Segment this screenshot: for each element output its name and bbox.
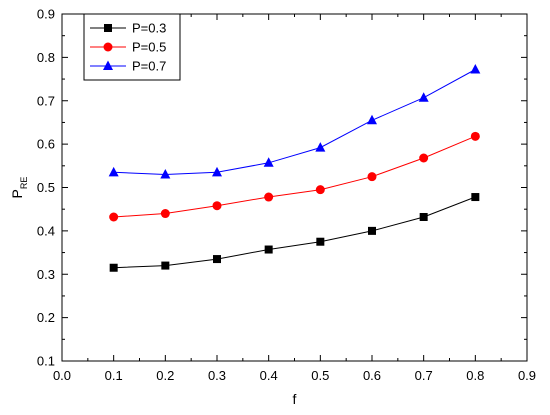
y-tick-label: 0.9 — [37, 7, 55, 22]
data-point — [213, 255, 221, 264]
series-p-0-5 — [109, 131, 480, 222]
y-tick-label: 0.4 — [37, 223, 55, 238]
series-layer — [108, 64, 481, 272]
legend-label: P=0.3 — [132, 21, 166, 36]
data-point — [315, 142, 326, 152]
data-point — [109, 212, 119, 222]
legend-item: P=0.3 — [90, 21, 166, 36]
data-point — [470, 64, 481, 74]
data-point — [419, 153, 429, 163]
data-point — [367, 172, 377, 182]
x-tick-label: 0.9 — [518, 368, 536, 383]
x-axis-title: f — [293, 391, 297, 407]
y-tick-label: 0.1 — [37, 354, 55, 369]
y-tick-label: 0.7 — [37, 93, 55, 108]
legend-marker — [104, 24, 112, 32]
data-point — [212, 166, 222, 177]
series-line — [113, 69, 476, 176]
legend-marker — [103, 60, 113, 70]
legend-box — [83, 13, 181, 81]
legend: P=0.3 P=0.5 P=0.7 — [83, 13, 181, 81]
legend-marker — [103, 42, 113, 52]
x-tick-label: 0.3 — [208, 368, 226, 383]
data-point — [160, 168, 171, 179]
y-axis-title-subscript: RE — [19, 177, 29, 190]
data-point — [368, 226, 376, 235]
data-point — [263, 157, 274, 167]
series-line — [113, 135, 476, 218]
x-tick-label: 0.0 — [53, 368, 71, 383]
data-point — [264, 245, 273, 254]
y-axis-title-main: P — [9, 189, 25, 198]
x-tick-label: 0.4 — [260, 368, 278, 383]
x-tick-label: 0.1 — [105, 368, 123, 383]
data-point — [470, 131, 480, 141]
y-tick-label: 0.8 — [37, 50, 55, 65]
legend-label: P=0.7 — [132, 59, 166, 74]
data-point — [264, 192, 274, 202]
series-p-0-7 — [108, 64, 481, 179]
data-point — [109, 263, 118, 272]
legend-item: P=0.7 — [90, 59, 166, 74]
y-tick-label: 0.3 — [37, 267, 55, 282]
legend-item: P=0.5 — [90, 40, 166, 55]
axis-ticks: 0.0 0.1 0.2 0.3 0.4 0.5 0.6 0.7 0.8 0.90.10.20.30… — [37, 7, 536, 384]
data-point — [212, 201, 222, 211]
x-tick-label: 0.2 — [156, 368, 174, 383]
legend-label: P=0.5 — [132, 40, 166, 55]
y-axis-title: PRE — [9, 177, 29, 199]
x-tick-label: 0.7 — [415, 368, 433, 383]
y-tick-label: 0.2 — [37, 310, 55, 325]
data-point — [419, 212, 428, 221]
y-tick-label: 0.6 — [37, 137, 55, 152]
y-tick-label: 0.5 — [37, 180, 55, 195]
x-tick-label: 0.5 — [311, 368, 329, 383]
x-tick-label: 0.6 — [363, 368, 381, 383]
series-p-0-3 — [109, 193, 480, 272]
data-point — [108, 166, 119, 177]
data-point — [418, 92, 429, 102]
x-tick-label: 0.8 — [466, 368, 484, 383]
data-point — [367, 114, 377, 125]
data-point — [161, 261, 170, 270]
data-point — [160, 209, 170, 219]
data-point — [315, 185, 325, 195]
data-point — [316, 237, 325, 246]
series-line — [113, 196, 476, 269]
data-point — [471, 193, 480, 202]
